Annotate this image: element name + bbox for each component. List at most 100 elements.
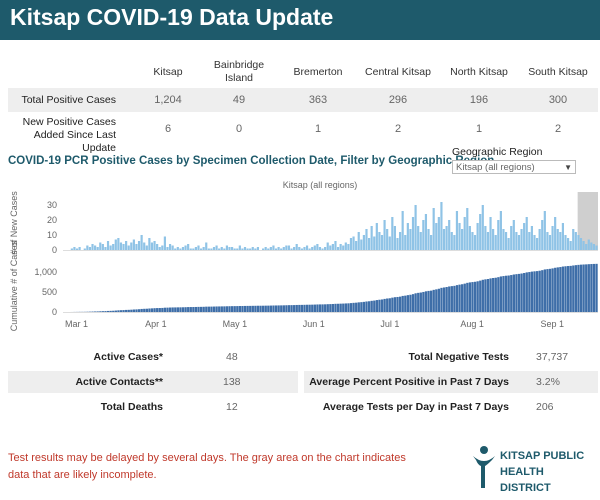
stat-total-deaths: Total Deaths 12 (8, 396, 298, 418)
stat-label: Active Contacts** (75, 376, 163, 388)
new-cases-bar (215, 245, 218, 250)
new-cases-bar (590, 242, 593, 250)
new-cases-bar (342, 245, 345, 250)
cumulative-bar (143, 308, 146, 312)
cumulative-bar (590, 264, 593, 312)
new-cases-bar (528, 232, 531, 250)
new-cases-bar (432, 208, 435, 250)
cumulative-bar (417, 292, 420, 312)
cumulative-bar (370, 300, 373, 312)
new-cases-bar (430, 235, 433, 250)
stat-active-cases: Active Cases* 48 (8, 346, 298, 368)
total-bremerton: 363 (308, 94, 328, 106)
cumulative-bar (355, 302, 358, 312)
new-cases-bar (386, 229, 389, 250)
new-cases-bar (523, 223, 526, 250)
stat-value: 206 (536, 401, 554, 413)
chevron-down-icon[interactable]: ▼ (564, 163, 572, 172)
new-cases-bar (349, 238, 353, 250)
new-cases-bar (109, 245, 112, 250)
cumulative-bar (512, 274, 515, 312)
cumulative-bar (171, 307, 174, 312)
new-cases-bar (479, 214, 482, 250)
new-cases-bar (417, 226, 420, 250)
cumulative-bar (548, 268, 552, 312)
new-cases-bar (194, 247, 197, 250)
new-cases-bar (592, 244, 596, 250)
cumulative-bar (311, 304, 314, 312)
cumulative-bar (486, 279, 490, 312)
cumulative-bar (383, 298, 386, 312)
cumulative-bar (435, 289, 438, 312)
cumulative-bar (109, 310, 112, 312)
cumulative-bar (398, 296, 402, 312)
new-cases-bar (543, 211, 546, 250)
cumulative-bar (554, 267, 557, 312)
new-cases-bar (380, 235, 384, 250)
col-header-bainbridge-line2: Island (224, 72, 254, 84)
new-cases-bar (300, 248, 303, 250)
new-cases-bar (246, 248, 249, 250)
cumulative-bar (176, 307, 180, 312)
cumulative-bar (538, 270, 541, 312)
new-cases-bar (497, 220, 500, 250)
new-cases-bar (256, 247, 260, 250)
cases-chart[interactable]: Kitsap (all regions) # of New CasesCumula… (0, 170, 600, 340)
total-kitsap: 1,204 (154, 94, 182, 106)
cumulative-bar (130, 309, 133, 312)
cumulative-bar (189, 307, 192, 312)
new-cases-bar (551, 226, 554, 250)
cumulative-bar (161, 307, 164, 312)
new-cases-bar (538, 229, 541, 250)
cumulative-bar (264, 305, 267, 312)
chart-subtitle: Kitsap (all regions) (283, 180, 358, 190)
geographic-region-dropdown[interactable]: Kitsap (all regions) ▼ (452, 160, 576, 174)
cumulative-bar (492, 278, 495, 312)
new-cases-bar (295, 244, 298, 250)
cumulative-bar (202, 306, 205, 312)
cumulative-bar (497, 277, 500, 312)
cumulative-bar (587, 264, 590, 312)
cumulative-bar (551, 268, 554, 312)
cumulative-bar (220, 306, 223, 312)
summary-row-total: Total Positive Cases 1,204 49 363 296 19… (8, 88, 598, 112)
cumulative-bar (114, 310, 117, 312)
cumulative-bar (419, 292, 422, 312)
cumulative-bar (117, 310, 120, 312)
cumulative-bar (104, 311, 107, 312)
cumulative-bar (125, 309, 128, 312)
new-cases-bar (595, 245, 598, 250)
cumulative-bar (313, 304, 316, 312)
cumulative-bar (331, 303, 335, 312)
cumulative-bar (365, 301, 368, 312)
new-cases-bar (228, 247, 231, 250)
new-cases-bar (548, 235, 552, 250)
cumulative-bar (290, 305, 293, 312)
col-header-north-kitsap: North Kitsap (450, 66, 508, 78)
new-cases-bar (311, 247, 314, 250)
new-cases-bar (86, 245, 89, 250)
new-cases-bar (546, 232, 549, 250)
cumulative-bar (153, 308, 156, 312)
cumulative-bar (197, 306, 200, 312)
new-cases-bar (145, 245, 148, 250)
cumulative-bar (298, 304, 301, 312)
cumulative-bar (528, 272, 531, 312)
new-cases-bar (424, 214, 428, 250)
cumulative-bar (468, 282, 472, 312)
new-cases-bar (202, 247, 205, 250)
new-cases-bar (409, 229, 412, 250)
cumulative-bar (450, 286, 453, 312)
new-cases-bar (440, 202, 443, 250)
y-tick-label: 0 (52, 245, 57, 255)
new-cases-bar (303, 247, 306, 250)
new-cases-bar (308, 248, 311, 250)
cumulative-bar (303, 304, 306, 312)
new-cases-bar (367, 238, 371, 250)
cumulative-bar (427, 290, 430, 312)
x-tick-label: Mar 1 (65, 319, 88, 329)
new-cases-bar (158, 247, 161, 250)
new-cases-bar (70, 248, 73, 250)
cumulative-bar (569, 265, 572, 312)
new-cases-bar (166, 247, 169, 250)
